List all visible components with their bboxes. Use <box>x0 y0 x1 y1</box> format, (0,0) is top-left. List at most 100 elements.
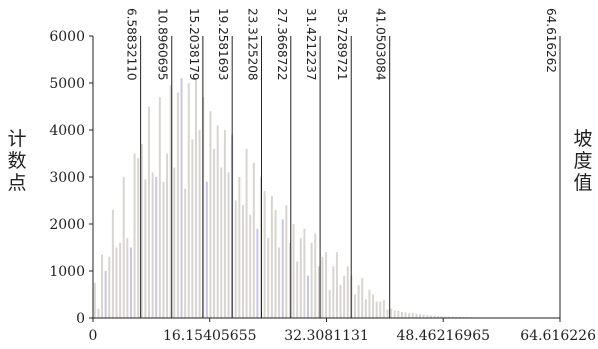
histogram-bar <box>169 85 172 318</box>
histogram-bar <box>129 247 132 318</box>
histogram-bar <box>155 177 158 318</box>
histogram-bar <box>267 238 270 318</box>
histogram-bar <box>180 78 183 318</box>
x-tick-label: 32.3081131 <box>284 328 369 344</box>
histogram-bar <box>411 312 414 318</box>
histogram-bar <box>328 289 331 318</box>
histogram-bar <box>310 242 313 318</box>
histogram-bar <box>444 316 447 318</box>
break-label: 10.8960695 <box>156 8 170 81</box>
histogram-bar <box>119 242 122 318</box>
histogram-bar <box>364 299 367 318</box>
histogram-bar <box>325 252 328 318</box>
histogram-bar <box>433 315 436 318</box>
bars-group <box>93 78 555 319</box>
y-tick-label: 1000 <box>49 264 85 280</box>
histogram-bar <box>346 266 349 318</box>
histogram-bar <box>400 311 403 318</box>
histogram-bar <box>133 153 136 318</box>
y-tick-label: 3000 <box>49 170 85 186</box>
histogram-bar <box>241 205 244 318</box>
histogram-bar <box>422 314 425 318</box>
histogram-bar <box>191 139 194 318</box>
histogram-bar <box>339 285 342 318</box>
histogram-bar <box>137 158 140 318</box>
histogram-bar <box>357 285 360 318</box>
histogram-bar <box>249 214 252 318</box>
histogram-bar <box>299 238 302 318</box>
y-axis-label: 计数点 <box>7 128 27 194</box>
y-tick-label: 2000 <box>49 217 85 233</box>
histogram-bar <box>101 254 104 318</box>
histogram-bar <box>379 301 382 318</box>
histogram-bar <box>278 247 281 318</box>
histogram-bar <box>274 209 277 318</box>
histogram-bar <box>245 148 248 318</box>
histogram-bar <box>343 275 346 318</box>
histogram-bar <box>451 316 454 318</box>
histogram-bar <box>270 195 273 318</box>
x-ticks-group: 0 16.15405655 32.3081131 48.46216965 64.6162… <box>89 318 596 344</box>
histogram-bar <box>108 256 111 318</box>
histogram-bar <box>234 200 237 318</box>
break-label: 64.616262 <box>544 8 558 73</box>
histogram-bar <box>455 316 458 318</box>
x-tick-label: 48.46216965 <box>396 328 490 344</box>
histogram-bar <box>415 313 418 318</box>
histogram-bar <box>209 111 212 318</box>
histogram-bar <box>314 233 317 318</box>
histogram-bar <box>292 224 295 318</box>
histogram-bar <box>220 167 223 318</box>
histogram-bar <box>296 261 299 318</box>
break-label: 6.58832110 <box>125 8 139 81</box>
histogram-bar <box>144 179 147 318</box>
histogram-bar <box>115 247 118 318</box>
histogram-bar <box>408 313 411 318</box>
break-label: 23.3125208 <box>245 8 259 81</box>
histogram-bar <box>390 308 393 318</box>
histogram-bar <box>426 315 429 318</box>
histogram-bar <box>332 266 335 318</box>
x-tick-label: 0 <box>89 328 98 344</box>
histogram-bar <box>140 144 143 318</box>
histogram-bar <box>375 301 378 318</box>
histogram-bar <box>148 106 151 318</box>
histogram-bar <box>104 271 107 318</box>
y-tick-label: 6000 <box>49 29 85 45</box>
histogram-bar <box>216 125 219 318</box>
histogram-bar <box>419 314 422 318</box>
histogram-bar <box>97 308 100 318</box>
histogram-bar <box>404 312 407 318</box>
histogram-bar <box>126 238 129 318</box>
histogram-bar <box>223 130 226 318</box>
histogram-bar <box>122 177 125 318</box>
histogram-bar <box>393 310 396 318</box>
histogram-bar <box>238 177 241 318</box>
histogram-bar <box>317 266 320 318</box>
break-label: 31.4212237 <box>304 8 318 81</box>
histogram-bar <box>335 252 338 318</box>
histogram-bar <box>307 275 310 318</box>
histogram-bar <box>285 205 288 318</box>
histogram-bar <box>361 278 364 318</box>
histogram-bar <box>227 172 230 318</box>
histogram-bar <box>187 83 190 318</box>
break-label: 19.2581693 <box>216 8 230 81</box>
histogram-bar <box>158 97 161 318</box>
histogram-bar <box>281 219 284 318</box>
histogram-bar <box>368 289 371 318</box>
histogram-bar <box>372 294 375 318</box>
x-axis-label: 坡度值 <box>573 128 593 194</box>
histogram-bar <box>184 188 187 318</box>
histogram-bar <box>303 228 306 318</box>
break-label: 41.0503084 <box>374 8 388 81</box>
histogram-bar <box>263 191 266 318</box>
histogram-bar <box>151 172 154 318</box>
x-tick-label: 16.15405655 <box>163 328 257 344</box>
histogram-bar <box>386 309 389 318</box>
histogram-bar <box>162 181 165 318</box>
y-tick-label: 4000 <box>49 123 85 139</box>
y-ticks-group: 0 1000 2000 3000 4000 5000 6000 <box>49 29 93 327</box>
histogram-bar <box>176 92 179 319</box>
